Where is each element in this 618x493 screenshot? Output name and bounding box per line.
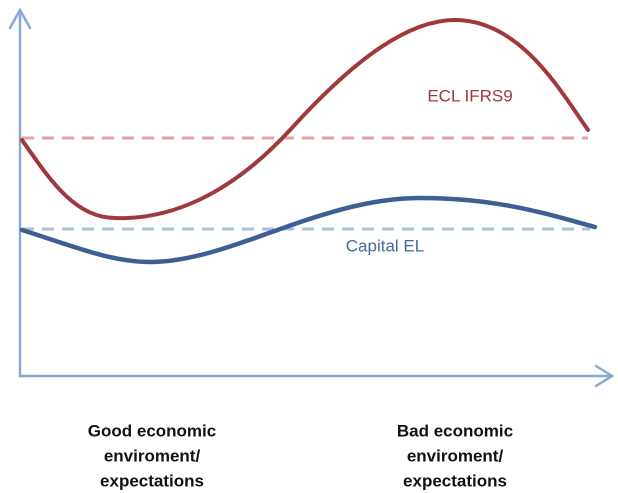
x-label: Good economic xyxy=(88,421,216,440)
y-axis-arrow xyxy=(8,7,32,30)
x-label: expectations xyxy=(403,471,507,490)
x-label: enviroment/ xyxy=(104,446,201,465)
ecl-curve xyxy=(20,17,590,221)
x-label: expectations xyxy=(100,471,204,490)
x-label: Bad economic xyxy=(397,421,513,440)
axes xyxy=(8,7,615,388)
ecl-label: ECL IFRS9 xyxy=(427,86,512,105)
x-axis-arrow xyxy=(594,364,615,388)
capital-curve xyxy=(19,195,598,265)
capital-label: Capital EL xyxy=(346,236,424,255)
x-label: enviroment/ xyxy=(407,446,504,465)
